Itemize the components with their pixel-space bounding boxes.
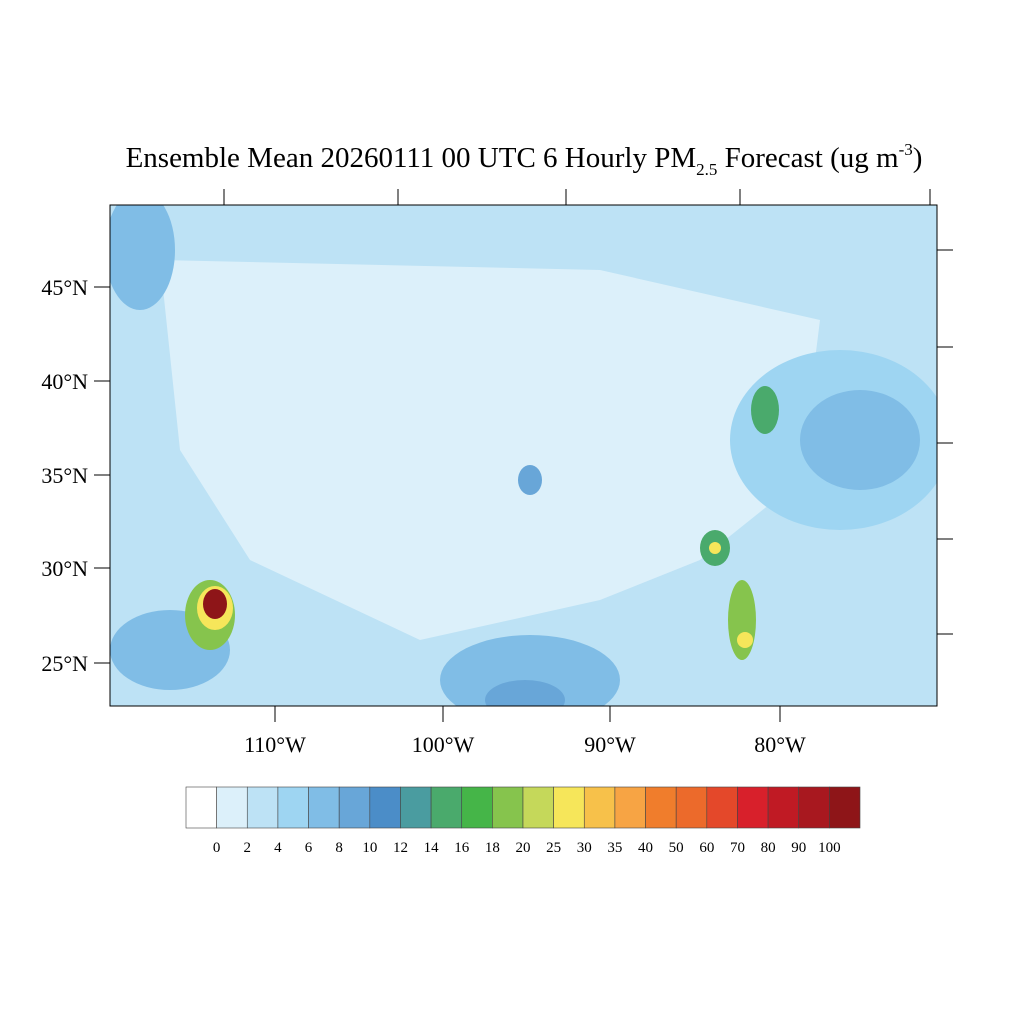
lon-label: 90°W: [584, 732, 636, 757]
colorbar-box: [430, 786, 463, 829]
colorbar-label: 80: [761, 840, 776, 856]
colorbar-label: 4: [274, 840, 282, 856]
lon-label: 80°W: [754, 732, 806, 757]
colorbar-label: 10: [362, 840, 377, 856]
colorbar-label: 16: [454, 840, 470, 856]
colorbar-label: 100: [818, 840, 841, 856]
colorbar-label: 40: [638, 840, 653, 856]
lon-label: 110°W: [244, 732, 306, 757]
colorbar-box: [492, 786, 524, 829]
colorbar-label: 30: [577, 840, 592, 856]
lat-label: 25°N: [41, 651, 88, 676]
colorbar-box: [706, 786, 738, 829]
colorbar-box: [216, 786, 248, 829]
colorbar-label: 12: [393, 840, 408, 856]
colorbar-label: 18: [485, 840, 500, 856]
colorbar-label: 70: [730, 840, 745, 856]
colorbar-label: 0: [213, 840, 221, 856]
colorbar-box: [737, 786, 769, 829]
colorbar-box: [522, 786, 554, 829]
colorbar-box: [461, 786, 493, 829]
title-superscript: -3: [899, 140, 913, 159]
colorbar-label: 6: [305, 840, 313, 856]
colorbar-box: [798, 786, 830, 829]
colorbar-box: [553, 786, 585, 829]
colorbar-label: 8: [335, 840, 343, 856]
colorbar-box: [338, 786, 371, 829]
colorbar-label: 60: [699, 840, 714, 856]
title-main: Ensemble Mean 20260111 00 UTC 6 Hourly P…: [126, 142, 697, 174]
lat-label: 35°N: [41, 463, 88, 488]
colorbar-box: [583, 786, 616, 829]
colorbar-box: [308, 786, 340, 829]
colorbar-label: 20: [516, 840, 531, 856]
title: Ensemble Mean 20260111 00 UTC 6 Hourly P…: [126, 140, 923, 179]
colorbar-box: [400, 786, 432, 829]
colorbar-box: [829, 786, 861, 829]
lon-label: 100°W: [412, 732, 475, 757]
colorbar-box: [185, 786, 217, 829]
colorbar-box: [645, 786, 677, 829]
colorbar-label: 35: [607, 840, 622, 856]
colorbar-box: [675, 786, 708, 829]
title-end: ): [913, 142, 923, 174]
lat-label: 45°N: [41, 275, 88, 300]
map-field: [110, 205, 937, 706]
frame-ticks: [223, 189, 953, 635]
map-frame: [109, 204, 938, 707]
title-subscript: 2.5: [696, 160, 717, 179]
colorbar-label: 2: [244, 840, 252, 856]
colorbar-box: [277, 786, 309, 829]
lat-label: 40°N: [41, 369, 88, 394]
lat-label: 30°N: [41, 556, 88, 581]
colorbar-label: 90: [791, 840, 806, 856]
colorbar-label: 25: [546, 840, 561, 856]
colorbar-box: [767, 786, 800, 829]
colorbar-box: [614, 786, 646, 829]
title-middle: Forecast (ug m: [717, 142, 899, 174]
colorbar-label: 50: [669, 840, 684, 856]
colorbar-label: 14: [424, 840, 440, 856]
colorbar-box: [369, 786, 401, 829]
colorbar-box: [246, 786, 279, 829]
